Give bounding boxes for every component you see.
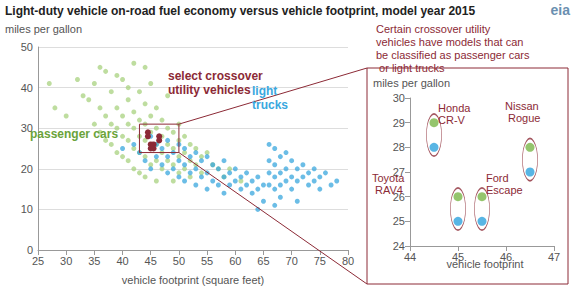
svg-text:RAV4: RAV4 — [372, 184, 403, 196]
svg-text:30: 30 — [20, 122, 33, 135]
svg-text:eia: eia — [551, 2, 571, 18]
svg-text:Escape: Escape — [486, 184, 523, 196]
svg-text:vehicle footprint: vehicle footprint — [446, 258, 523, 270]
svg-text:55: 55 — [201, 255, 213, 267]
svg-text:80: 80 — [342, 255, 354, 267]
svg-text:trucks: trucks — [252, 98, 288, 112]
svg-text:44: 44 — [404, 251, 416, 263]
svg-text:29: 29 — [393, 117, 405, 129]
svg-text:30: 30 — [60, 255, 72, 267]
svg-text:20: 20 — [21, 163, 33, 175]
svg-text:47: 47 — [548, 251, 560, 263]
svg-text:45: 45 — [145, 255, 157, 267]
svg-text:35: 35 — [88, 255, 100, 267]
svg-text:24: 24 — [392, 240, 405, 252]
svg-text:miles per gallon: miles per gallon — [373, 77, 450, 89]
svg-text:28: 28 — [393, 141, 405, 153]
svg-text:Ford: Ford — [486, 172, 512, 184]
svg-text:70: 70 — [286, 255, 298, 267]
svg-text:vehicle footprint (square feet: vehicle footprint (square feet) — [122, 274, 264, 286]
svg-text:Light-duty vehicle on-road fue: Light-duty vehicle on-road fuel economy … — [5, 4, 475, 18]
svg-text:vehicles have models that can: vehicles have models that can — [376, 36, 526, 48]
svg-text:select crossover: select crossover — [168, 69, 266, 83]
svg-text:40: 40 — [21, 82, 33, 94]
svg-text:50: 50 — [173, 255, 185, 267]
svg-text:45: 45 — [451, 250, 465, 263]
svg-text:Toyota: Toyota — [372, 172, 405, 184]
svg-text:passenger cars: passenger cars — [30, 127, 118, 141]
svg-text:30: 30 — [393, 92, 405, 104]
svg-text:40: 40 — [116, 255, 128, 267]
svg-text:46: 46 — [499, 250, 513, 263]
svg-text:65: 65 — [257, 255, 269, 267]
svg-text:25: 25 — [32, 255, 44, 267]
svg-text:Nissan: Nissan — [505, 100, 539, 112]
svg-text:25: 25 — [393, 215, 405, 227]
svg-text:26: 26 — [392, 190, 405, 203]
svg-text:60: 60 — [229, 255, 241, 267]
svg-text:50: 50 — [21, 41, 33, 53]
svg-text:miles per gallon: miles per gallon — [5, 23, 82, 35]
svg-text:utility vehicles: utility vehicles — [168, 83, 251, 97]
svg-text:be classified as passenger car: be classified as passenger cars — [376, 49, 530, 61]
svg-text:10: 10 — [21, 203, 33, 215]
svg-text:CR-V: CR-V — [438, 114, 466, 126]
svg-text:Honda: Honda — [438, 102, 473, 114]
svg-text:75: 75 — [314, 255, 326, 267]
svg-text:0: 0 — [26, 244, 33, 256]
svg-text:or light trucks: or light trucks — [376, 62, 445, 74]
svg-text:Certain crossover utility: Certain crossover utility — [376, 23, 493, 35]
svg-text:light: light — [252, 84, 281, 98]
svg-text:Rogue: Rogue — [505, 112, 540, 124]
